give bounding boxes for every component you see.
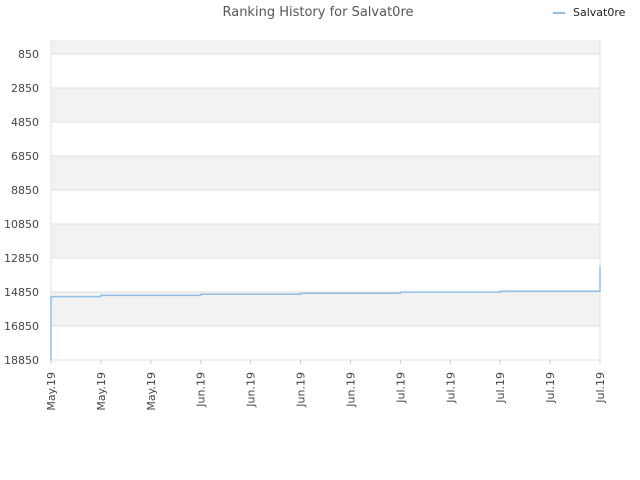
x-tick-label: Jun.19 xyxy=(344,372,357,408)
y-tick-label: 4850 xyxy=(11,116,39,129)
plot-band xyxy=(51,88,600,122)
x-tick-label: May.19 xyxy=(45,372,58,411)
x-tick-label: Jun.19 xyxy=(195,372,208,408)
x-axis-tick-labels: May.19 May.19 May.19 Jun.19 Jun.19 Jun.19 Jun.… xyxy=(45,360,607,411)
y-tick-label: 850 xyxy=(18,48,39,61)
y-tick-label: 10850 xyxy=(4,218,39,231)
x-tick-label: Jun.19 xyxy=(295,372,308,408)
x-tick-label: Jul.19 xyxy=(494,372,507,404)
plot-bands xyxy=(51,40,600,360)
legend-label: Salvat0re xyxy=(573,6,626,19)
plot-band xyxy=(51,40,600,54)
plot-band xyxy=(51,54,600,88)
x-tick-label: Jul.19 xyxy=(544,372,557,404)
plot-band xyxy=(51,156,600,190)
x-tick-label: Jun.19 xyxy=(245,372,258,408)
series-line-salvat0re[interactable] xyxy=(50,266,601,361)
plot-band xyxy=(51,122,600,156)
y-axis-tick-labels: 850 2850 4850 6850 8850 10850 12850 14850 16850 1… xyxy=(4,48,39,367)
y-tick-label: 16850 xyxy=(4,320,39,333)
y-tick-label: 14850 xyxy=(4,286,39,299)
x-tick-label: Jul.19 xyxy=(444,372,457,404)
y-tick-label: 12850 xyxy=(4,252,39,265)
y-tick-label: 6850 xyxy=(11,150,39,163)
x-tick-label: Jul.19 xyxy=(394,372,407,404)
y-tick-label: 2850 xyxy=(11,82,39,95)
x-tick-label: May.19 xyxy=(145,372,158,411)
plot-band xyxy=(51,292,600,326)
series-layer xyxy=(50,266,601,361)
plot-band xyxy=(51,326,600,360)
legend[interactable]: Salvat0re xyxy=(553,6,626,19)
plot-band xyxy=(51,258,600,292)
chart-title: Ranking History for Salvat0re xyxy=(222,5,413,20)
x-tick-label: May.19 xyxy=(95,372,108,411)
y-tick-label: 18850 xyxy=(4,354,39,367)
x-tick-label: Jul.19 xyxy=(594,372,607,404)
y-tick-label: 8850 xyxy=(11,184,39,197)
plot-band xyxy=(51,224,600,258)
plot-band xyxy=(51,190,600,224)
